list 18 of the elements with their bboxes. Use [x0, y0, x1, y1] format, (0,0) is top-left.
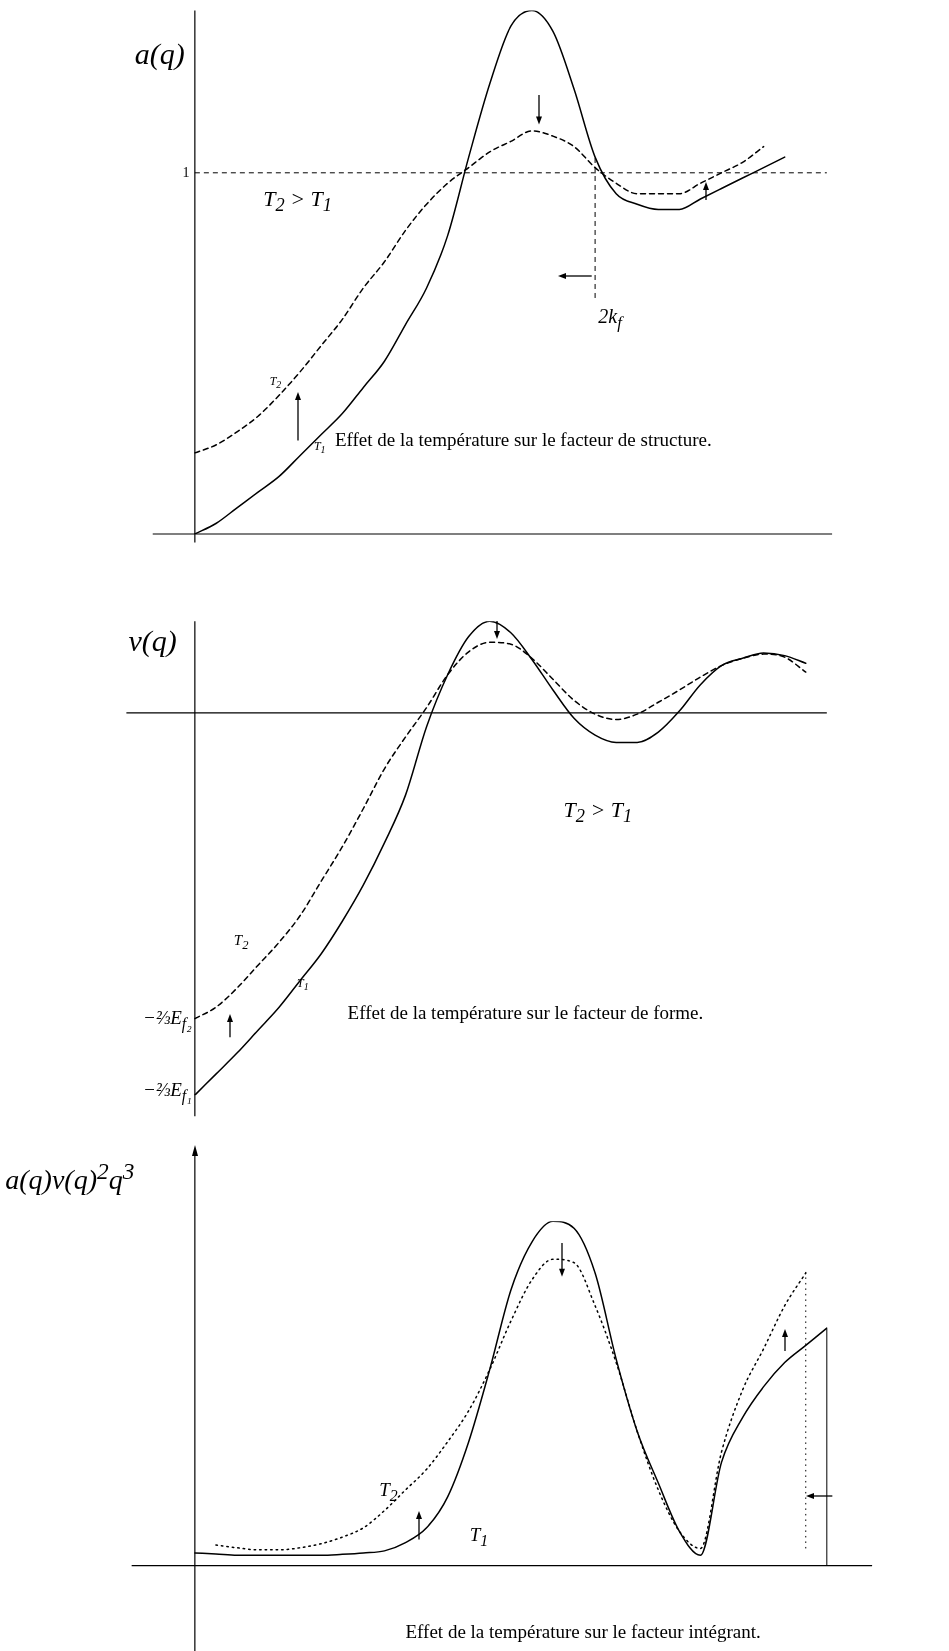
annotation: Effet de la température sur le facteur de structure.	[334, 428, 712, 451]
annotation: T$_{2}$ > T$_{1}$	[563, 797, 633, 827]
y-axis-title: a(q)	[134, 36, 185, 70]
text: Effet de la température sur le facteur intégrant.	[405, 1621, 761, 1643]
series-label: T$_{2}$	[379, 1478, 398, 1505]
series-label: T$_{2}$	[269, 373, 282, 391]
annotation: −⅔E$_{f₂}$	[143, 1006, 192, 1033]
ref-line-label: 1	[182, 164, 190, 181]
series-label: T$_{1}$	[313, 439, 326, 456]
annotation: T$_{2}$ > T$_{1}$	[263, 186, 332, 217]
series-label: T$_{1}$	[469, 1524, 489, 1550]
series-label: T$_{1}$	[297, 976, 309, 993]
series-label: T$_{2}$	[233, 932, 249, 953]
y-axis-title: a(q)v(q)$^{2}$q$^{3}$	[5, 1157, 135, 1196]
annotation: Effet de la température sur le facteur de forme.	[347, 1001, 704, 1024]
annotation: −⅔E$_{f₁}$	[143, 1078, 192, 1104]
y-axis-title: v(q)	[128, 623, 177, 657]
annotation: 2k$_{f}$	[598, 305, 622, 333]
